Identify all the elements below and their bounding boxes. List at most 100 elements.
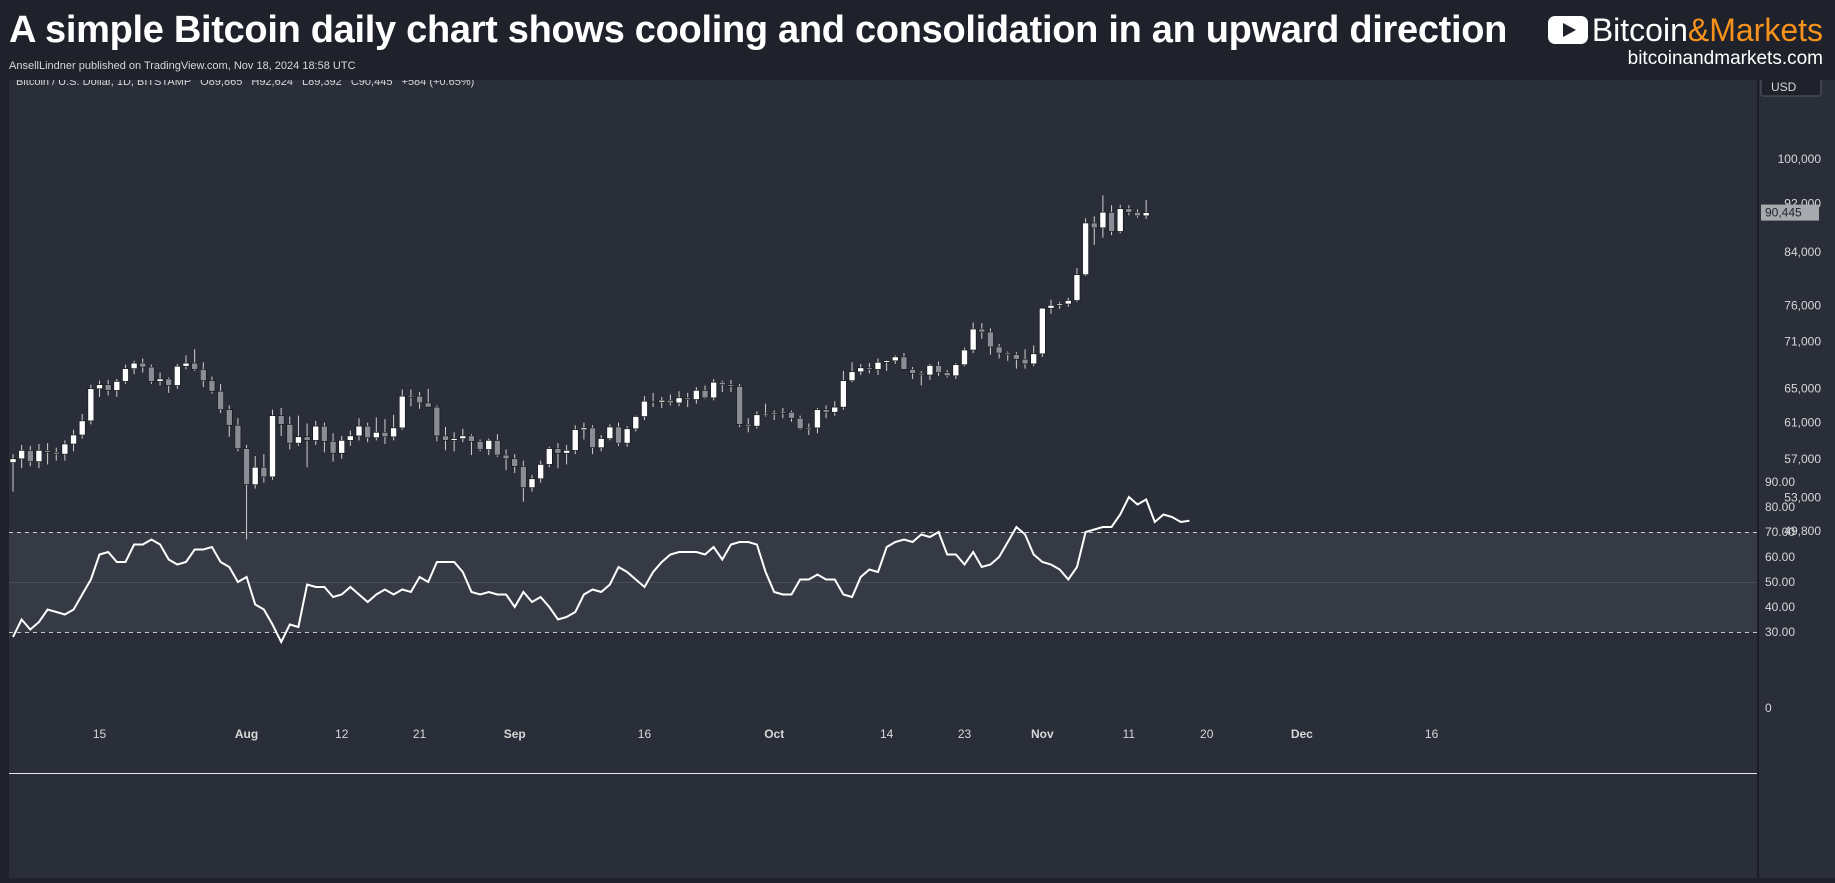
candle-body [615, 426, 622, 444]
candle-body [329, 440, 337, 454]
candle-body [1013, 354, 1020, 360]
last-price-label: 90,445 [1765, 206, 1802, 220]
candle-body [1134, 211, 1141, 217]
candle-body [1039, 307, 1046, 355]
candle-body [891, 356, 899, 362]
candle-body [874, 362, 882, 370]
legend-symbol: Bitcoin / U.S. Dollar, 1D, BITSTAMP [16, 80, 191, 88]
rsi-axis-ticks: 0 30.00 40.00 50.00 60.00 70.00 80.00 90.00 [1765, 475, 1795, 715]
candle-body [580, 427, 588, 430]
candle-body [1116, 208, 1124, 232]
legend-close: C90,445 [351, 80, 393, 88]
candle-body [416, 395, 423, 404]
legend-change: +584 (+0.65%) [402, 80, 475, 88]
candle-body [200, 369, 207, 381]
candle-body [251, 466, 259, 485]
time-tick-label: Dec [1291, 727, 1313, 741]
candle-body [900, 356, 908, 370]
brand-url[interactable]: bitcoinandmarkets.com [1627, 48, 1823, 69]
time-tick-label: 23 [958, 727, 972, 741]
candle-body [312, 425, 320, 441]
candle-body [883, 360, 890, 363]
candle-body [589, 427, 596, 448]
candle-body [191, 362, 198, 370]
price-tick-label: 84,000 [1784, 245, 1821, 259]
candle-body [693, 390, 700, 400]
candle-body [433, 406, 441, 437]
candle-body [995, 346, 1003, 354]
candle-body [286, 424, 294, 444]
candle-body [866, 367, 873, 370]
candle-body [182, 362, 190, 367]
candle-body [174, 365, 181, 386]
candle-body [727, 384, 735, 387]
candle-body [390, 427, 397, 438]
candle-body [1108, 211, 1115, 232]
candle-body [260, 466, 268, 478]
candle-body [528, 478, 536, 488]
price-panel[interactable] [9, 80, 1757, 558]
price-tick-label: 71,000 [1784, 335, 1821, 349]
candle-body [1065, 300, 1072, 305]
time-tick-label: 15 [93, 727, 107, 741]
rsi-tick-label: 90.00 [1765, 475, 1795, 489]
candle-body [398, 395, 406, 429]
candle-body [935, 365, 942, 373]
candle-body [1004, 352, 1012, 355]
symbol-legend: Bitcoin / U.S. Dollar, 1D, BITSTAMP O89,… [16, 80, 474, 88]
price-tick-label: 49,800 [1784, 524, 1821, 538]
candle-body [96, 384, 103, 390]
brand-name-amp: & [1687, 12, 1710, 48]
candle-body [130, 362, 138, 369]
legend-open: O89,865 [200, 80, 242, 88]
candle-body [52, 451, 60, 455]
rsi-tick-label: 60.00 [1765, 550, 1795, 564]
candle-body [943, 372, 951, 377]
candle-body [347, 435, 354, 441]
price-tick-label: 65,000 [1784, 382, 1821, 396]
candle-body [113, 381, 121, 391]
candle-body [122, 368, 129, 382]
candle-body [762, 413, 769, 416]
candle-body [381, 432, 389, 438]
currency-button[interactable] [1760, 80, 1822, 97]
rsi-tick-label: 80.00 [1765, 500, 1795, 514]
candle-body [597, 438, 605, 448]
candle-body [632, 416, 640, 430]
candle-body [909, 369, 916, 374]
byline: AnsellLindner published on TradingView.c… [9, 60, 356, 72]
brand-name-b: Markets [1709, 12, 1823, 48]
candle-body [796, 417, 804, 430]
last-price-marker: 90,445 [1761, 204, 1819, 221]
candle-body [217, 390, 224, 410]
time-tick-label: 16 [638, 727, 652, 741]
candle-body [848, 371, 856, 381]
candle-body [840, 380, 847, 408]
brand-logo[interactable]: Bitcoin & Markets bitcoinandmarkets.com [1547, 12, 1823, 70]
candle-body [926, 365, 934, 376]
rsi-line [12, 495, 1190, 645]
candle-body [104, 384, 112, 391]
candle-body [502, 454, 510, 460]
time-tick-label: 14 [880, 727, 894, 741]
candle-body [494, 440, 501, 456]
candle-body [770, 412, 778, 415]
candle-body [485, 440, 493, 450]
candle-body [372, 432, 380, 438]
candle-body [225, 409, 233, 426]
candle-body [969, 328, 977, 351]
legend-low: L89,392 [302, 80, 342, 88]
candle-body [563, 450, 570, 454]
currency-button-label[interactable]: USD [1771, 80, 1797, 94]
candle-body [744, 424, 752, 427]
candle-body [442, 435, 449, 441]
chart-area[interactable]: 49,800 53,000 57,000 61,000 65,000 71,000 76,0… [0, 80, 1835, 883]
candle-body [718, 381, 726, 385]
candle-body [857, 367, 865, 373]
candle-body [649, 400, 657, 403]
time-axis[interactable] [9, 803, 1757, 878]
header: A simple Bitcoin daily chart shows cooli… [0, 0, 1835, 80]
candle-body [277, 415, 285, 425]
candle-body [814, 409, 821, 429]
candle-body [338, 440, 346, 454]
